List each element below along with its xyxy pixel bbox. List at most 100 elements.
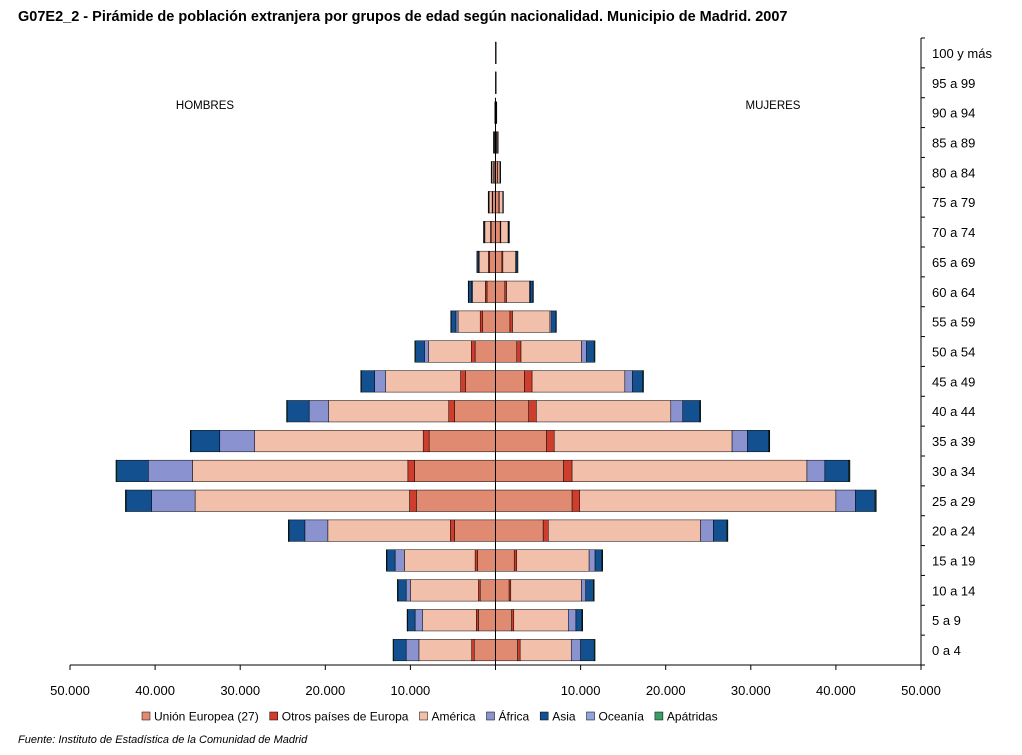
axes-layer (69, 37, 925, 670)
category-label: 60 a 64 (932, 285, 975, 300)
legend-swatch (539, 711, 549, 721)
bar-mujeres-5-a-9-america (513, 609, 569, 632)
bar-mujeres-35-a-39-otros-paises-de-europa (546, 430, 555, 453)
bar-mujeres-15-a-19-asia (594, 549, 603, 572)
category-label: 100 y más (932, 46, 992, 61)
bar-mujeres-10-a-14-apatridas (593, 579, 595, 602)
source-note: Fuente: Instituto de Estadística de la C… (18, 734, 308, 746)
legend-label: Otros países de Europa (282, 710, 409, 724)
bar-hombres-0-a-4-union-europea-27 (473, 639, 496, 662)
bar-mujeres-25-a-29-america (579, 489, 837, 512)
bar-hombres-15-a-19-otros-paises-de-europa (474, 549, 478, 572)
bar-hombres-35-a-39-africa (219, 430, 255, 453)
bar-mujeres-70-a-74-america (500, 221, 509, 244)
bar-hombres-0-a-4-asia (393, 639, 407, 662)
category-label: 25 a 29 (932, 494, 975, 509)
bar-mujeres-40-a-44-otros-paises-de-europa (528, 400, 537, 423)
legend-label: América (431, 710, 475, 724)
bar-mujeres-65-a-69-oceania (517, 250, 519, 273)
bar-mujeres-20-a-24-apatridas (727, 519, 729, 542)
legend: Unión Europea (27) Otros países de Europa… (141, 709, 718, 724)
bar-hombres-0-a-4-africa (405, 639, 420, 662)
bar-hombres-40-a-44-america (328, 400, 449, 423)
bar-hombres-35-a-39-apatridas (189, 430, 192, 453)
bar-hombres-25-a-29-union-europea-27 (416, 489, 496, 512)
bar-mujeres-15-a-19-africa (588, 549, 596, 572)
x-tick-labels: 50.000 40.000 30.000 20.000 10.000 10.000 20.0… (50, 683, 941, 698)
legend-label: África (499, 709, 530, 724)
category-label: 50 a 54 (932, 345, 975, 360)
legend-swatch (141, 711, 151, 721)
category-label: 75 a 79 (932, 195, 975, 210)
bar-hombres-25-a-29-apatridas (125, 489, 127, 512)
legend-item-apatridas: Apátridas (654, 710, 718, 724)
bar-hombres-65-a-69-oceania (476, 250, 478, 273)
x-tick-label: 40.000 (135, 683, 175, 698)
bar-mujeres-5-a-9-otros-paises-de-europa (511, 609, 515, 632)
bar-hombres-40-a-44-otros-paises-de-europa (448, 400, 455, 423)
bar-hombres-15-a-19-asia (386, 549, 396, 572)
bar-mujeres-90-a-94-asia (495, 101, 498, 124)
bar-hombres-55-a-59-america (457, 310, 481, 333)
bar-mujeres-30-a-34-asia (824, 459, 849, 482)
x-tick-label: 50.000 (50, 683, 90, 698)
bar-mujeres-50-a-54-asia (586, 340, 595, 363)
bar-hombres-15-a-19-america (404, 549, 476, 572)
bar-hombres-40-a-44-africa (308, 400, 329, 423)
bar-hombres-45-a-49-apatridas (360, 370, 362, 393)
legend-item-africa: África (486, 709, 530, 724)
bar-hombres-10-a-14-africa (405, 579, 411, 602)
bar-hombres-50-a-54-otros-paises-de-europa (470, 340, 476, 363)
bar-hombres-20-a-24-otros-paises-de-europa (450, 519, 455, 542)
category-label: 45 a 49 (932, 374, 975, 389)
bar-mujeres-40-a-44-africa (670, 400, 683, 423)
bar-mujeres-25-a-29-apatridas (875, 489, 877, 512)
bar-mujeres-55-a-59-america (512, 310, 551, 333)
bar-mujeres-0-a-4-asia (580, 639, 595, 662)
bar-hombres-5-a-9-otros-paises-de-europa (476, 609, 479, 632)
bar-hombres-60-a-64-america (472, 280, 486, 303)
bar-mujeres-60-a-64-america (506, 280, 530, 303)
bar-hombres-55-a-59-oceania (450, 310, 452, 333)
bar-mujeres-35-a-39-america (553, 430, 733, 453)
legend-swatch (586, 711, 595, 721)
x-tick-label: 10.000 (561, 683, 601, 698)
bar-hombres-50-a-54-america (428, 340, 472, 363)
bar-mujeres-60-a-64-union-europea-27 (495, 280, 506, 303)
bar-mujeres-85-a-89-asia (497, 131, 499, 154)
bar-hombres-65-a-69-union-europea-27 (489, 250, 496, 273)
label-hombres: HOMBRES (176, 100, 234, 112)
x-tick-label: 30.000 (220, 683, 260, 698)
category-label: 65 a 69 (932, 255, 975, 270)
legend-item-asia: Asia (539, 710, 576, 724)
category-label: 10 a 14 (932, 583, 975, 598)
legend-label: Asia (552, 710, 576, 724)
legend-swatch (269, 711, 278, 721)
bar-mujeres-70-a-74-union-europea-27 (495, 221, 501, 244)
bar-hombres-10-a-14-asia (397, 579, 407, 602)
bar-mujeres-5-a-9-asia (575, 609, 583, 632)
bar-mujeres-60-a-64-otros-paises-de-europa (504, 280, 507, 303)
bar-hombres-25-a-29-america (194, 489, 410, 512)
legend-swatch (654, 711, 664, 721)
bar-hombres-35-a-39-america (254, 430, 424, 453)
bar-hombres-55-a-59-africa (455, 310, 459, 333)
legend-label: Apátridas (667, 710, 718, 724)
bar-mujeres-45-a-49-america (531, 370, 626, 393)
bar-mujeres-35-a-39-africa (731, 430, 748, 453)
bar-hombres-30-a-34-otros-paises-de-europa (407, 459, 415, 482)
bar-mujeres-20-a-24-america (548, 519, 701, 542)
category-label: 90 a 94 (932, 106, 975, 121)
category-label: 40 a 44 (932, 404, 975, 419)
bar-mujeres-10-a-14-asia (585, 579, 594, 602)
bar-mujeres-20-a-24-asia (713, 519, 728, 542)
bar-hombres-55-a-59-union-europea-27 (482, 310, 496, 333)
bar-mujeres-45-a-49-union-europea-27 (495, 370, 525, 393)
bar-hombres-25-a-29-asia (125, 489, 152, 512)
bar-hombres-50-a-54-apatridas (414, 340, 416, 363)
category-label: 70 a 74 (932, 225, 975, 240)
bar-mujeres-70-a-74-oceania (508, 221, 510, 244)
bar-hombres-50-a-54-africa (424, 340, 429, 363)
bar-hombres-30-a-34-america (192, 459, 409, 482)
bar-mujeres-55-a-59-oceania (555, 310, 557, 333)
